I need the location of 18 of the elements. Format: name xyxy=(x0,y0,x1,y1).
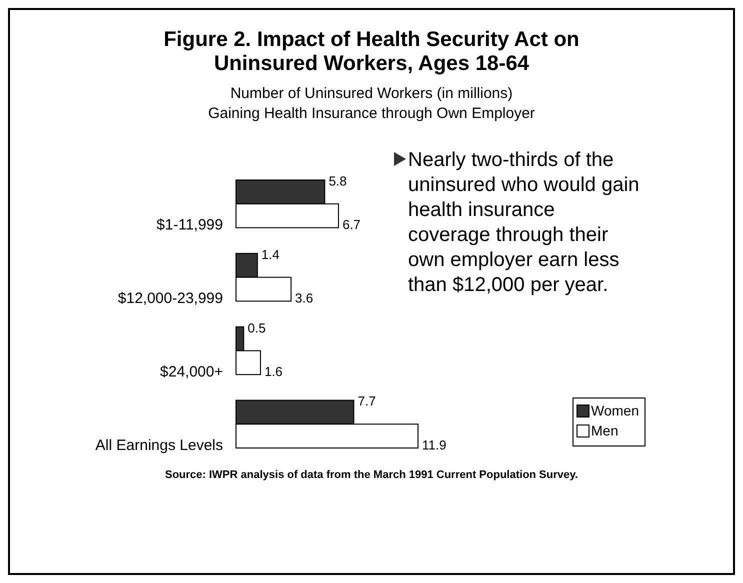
data-label: 3.6 xyxy=(295,290,314,306)
legend-label: Men xyxy=(591,422,618,439)
data-label: 11.9 xyxy=(422,437,446,452)
data-label: 6.7 xyxy=(342,217,361,232)
annotation: Nearly two-thirds of the uninsured who would gain health insurance coverage through their own employer earn less than $12,000 per year. xyxy=(408,149,640,296)
chart-subtitle: Number of Uninsured Workers (in millions) Gaining Health Insurance through Own Employer xyxy=(208,85,535,122)
y-tick-label: $1-11,999 xyxy=(156,216,223,234)
data-label: 1.4 xyxy=(261,246,280,262)
y-tick-label: All Earnings Levels xyxy=(95,436,223,454)
y-tick-label: $24,000+ xyxy=(160,364,224,381)
annotation: Source: IWPR analysis of data from the March 1991 Current Population Survey. xyxy=(164,469,578,481)
chart-title: Figure 2. Impact of Health Security Act on Uninsured Workers, Ages 18-64 xyxy=(164,28,580,75)
data-label: 7.7 xyxy=(358,394,376,409)
data-label: 0.5 xyxy=(248,320,266,336)
legend-label: Women xyxy=(591,402,639,419)
data-label: 5.8 xyxy=(328,173,347,188)
y-tick-label: $12,000-23,999 xyxy=(118,290,223,308)
data-label: 1.6 xyxy=(264,364,283,380)
